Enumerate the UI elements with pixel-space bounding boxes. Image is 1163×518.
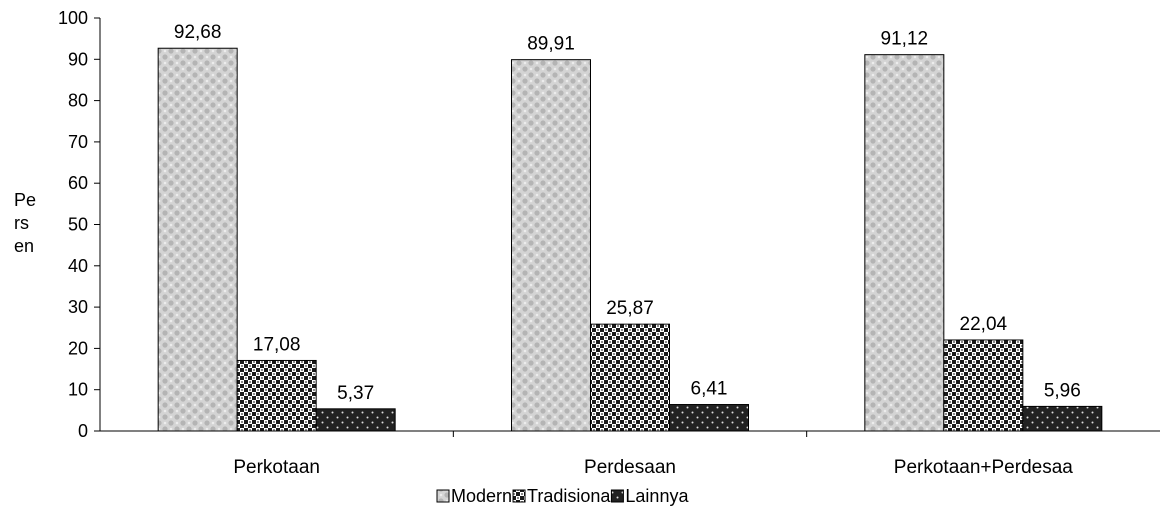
- bar-lainnya: [1022, 405, 1103, 432]
- data-label: 5,96: [1044, 380, 1081, 401]
- y-tick-label: 80: [68, 91, 88, 111]
- bar-modern: [157, 47, 238, 432]
- y-tick-label: 90: [68, 49, 88, 69]
- data-label: 5,37: [337, 383, 374, 404]
- y-tick-label: 70: [68, 132, 88, 152]
- data-label: 6,41: [691, 379, 728, 400]
- legend-swatch-modern: [436, 489, 450, 503]
- y-tick-label: 10: [68, 380, 88, 400]
- data-label: 22,04: [960, 314, 1008, 335]
- y-tick-label: 20: [68, 338, 88, 358]
- x-category-label: Perkotaan+Perdesaa: [894, 457, 1073, 478]
- data-label: 25,87: [606, 298, 654, 319]
- legend: Modern Tradisiona Lainnya: [436, 486, 689, 506]
- y-tick-label: 30: [68, 297, 88, 317]
- y-tick-label: 40: [68, 256, 88, 276]
- y-tick-label: 0: [78, 421, 88, 441]
- data-label: 17,08: [253, 334, 301, 355]
- data-label: 91,12: [881, 29, 929, 50]
- legend-label: Lainnya: [625, 486, 689, 506]
- x-category-label: Perdesaan: [584, 457, 676, 478]
- y-axis: 0 10 20 30 40 50 60 70 80 90 100: [58, 8, 101, 441]
- bar-tradisional: [943, 339, 1024, 432]
- y-tick-label: 60: [68, 173, 88, 193]
- bars: [157, 47, 1103, 432]
- bar-modern: [511, 59, 591, 432]
- legend-swatch-lainnya: [610, 489, 624, 503]
- bar-lainnya: [315, 408, 396, 432]
- bar-lainnya: [669, 404, 749, 432]
- y-axis-label-line-1: Pe: [14, 190, 36, 210]
- x-axis: Perkotaan Perdesaan Perkotaan+Perdesaa: [100, 430, 1160, 478]
- x-category-label: Perkotaan: [233, 457, 320, 478]
- data-labels: 92,68 17,08 5,37 89,91 25,87 6,41 91,12 22,04 5,…: [174, 22, 1081, 404]
- data-label: 92,68: [174, 22, 222, 43]
- y-tick-label: 50: [68, 215, 88, 235]
- data-label: 89,91: [527, 34, 575, 55]
- bar-tradisional: [590, 323, 670, 432]
- legend-label: Tradisiona: [527, 486, 611, 506]
- y-axis-label-line-3: en: [14, 236, 34, 256]
- y-tick-label: 100: [58, 8, 88, 28]
- legend-swatch-tradisional: [512, 489, 526, 503]
- bar-modern: [864, 54, 945, 432]
- y-axis-label-line-2: rs: [14, 213, 29, 233]
- bar-tradisional: [236, 359, 317, 432]
- legend-label: Modern: [451, 486, 512, 506]
